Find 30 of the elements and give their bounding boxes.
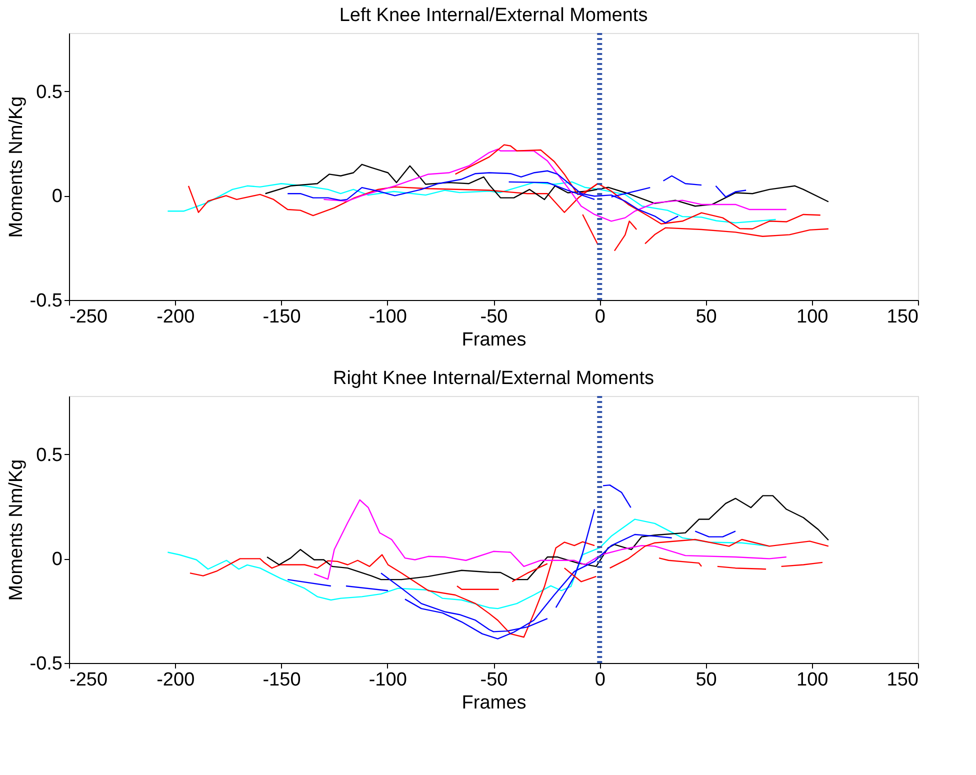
x-tick-label: -250 (70, 306, 108, 328)
y-tick-label: -0.5 (30, 290, 62, 312)
x-tick-label: 50 (696, 670, 717, 690)
y-tick-label: 0.5 (36, 444, 62, 466)
x-tick-label: -100 (368, 670, 407, 690)
x-axis-title: Frames (462, 330, 526, 350)
chart-title: Left Knee Internal/External Moments (339, 5, 648, 26)
x-tick-label: -200 (156, 670, 195, 690)
x-tick-label: 50 (696, 306, 717, 328)
y-tick-label: 0 (52, 549, 62, 570)
x-tick-label: 0 (594, 306, 606, 328)
x-tick-label: -50 (480, 670, 508, 690)
x-tick-label: -100 (368, 306, 407, 328)
x-axis-title: Frames (462, 692, 526, 714)
x-tick-label: -150 (262, 670, 301, 690)
x-tick-label: 100 (796, 306, 828, 328)
x-tick-label: -250 (70, 670, 108, 690)
x-tick-label: 0 (594, 670, 606, 690)
y-tick-label: 0 (52, 186, 62, 208)
y-axis-title: Moments Nm/Kg (6, 96, 27, 238)
x-tick-label: 100 (796, 670, 828, 690)
x-tick-label: -200 (156, 306, 195, 328)
x-tick-label: 150 (886, 306, 918, 328)
chart-title: Right Knee Internal/External Moments (332, 368, 654, 389)
x-tick-label: -150 (262, 306, 301, 328)
y-tick-label: 0.5 (36, 82, 62, 103)
x-tick-label: -50 (480, 306, 508, 328)
y-tick-label: -0.5 (30, 654, 62, 674)
y-axis-title: Moments Nm/Kg (6, 459, 27, 601)
x-tick-label: 150 (886, 670, 918, 690)
